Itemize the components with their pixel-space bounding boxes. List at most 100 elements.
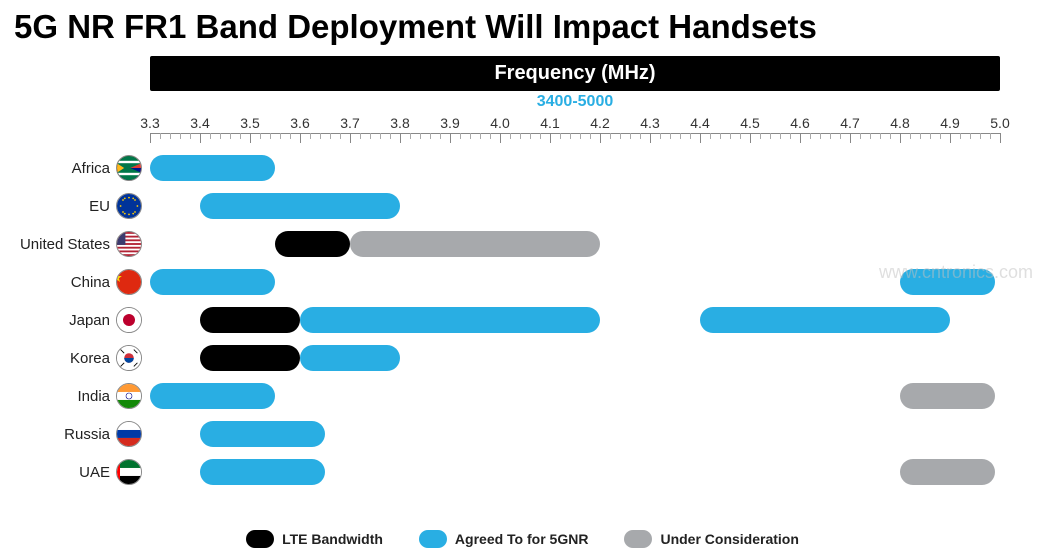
axis-title: Frequency (MHz)	[150, 56, 1000, 91]
tick-minor	[320, 133, 321, 139]
tick-major	[450, 133, 451, 143]
tick-minor	[240, 133, 241, 139]
tick-major	[650, 133, 651, 143]
legend-item: Under Consideration	[624, 530, 798, 548]
tick-major	[700, 133, 701, 143]
tick-minor	[490, 133, 491, 139]
tick-label: 3.5	[240, 115, 259, 131]
tick-minor	[830, 133, 831, 139]
tick-minor	[360, 133, 361, 139]
tick-minor	[840, 133, 841, 139]
tick-major	[500, 133, 501, 143]
tick-minor	[290, 133, 291, 139]
tick-label: 3.4	[190, 115, 209, 131]
tick-label: 3.6	[290, 115, 309, 131]
row-label: UAE	[0, 453, 142, 491]
tick-minor	[170, 133, 171, 139]
tick-minor	[310, 133, 311, 139]
row-label: Africa	[0, 149, 142, 187]
row-label: China	[0, 263, 142, 301]
tick-major	[950, 133, 951, 143]
row-label-text: China	[71, 274, 110, 291]
chart-row	[150, 225, 1000, 263]
chart-row	[150, 301, 1000, 339]
flag-icon	[116, 421, 142, 447]
row-label-text: Japan	[69, 312, 110, 329]
band-bar	[700, 307, 950, 333]
band-bar	[200, 459, 325, 485]
tick-major	[150, 133, 151, 143]
legend-label: LTE Bandwidth	[282, 531, 383, 547]
tick-minor	[220, 133, 221, 139]
tick-minor	[620, 133, 621, 139]
tick-major	[550, 133, 551, 143]
tick-minor	[230, 133, 231, 139]
tick-minor	[990, 133, 991, 139]
tick-major	[850, 133, 851, 143]
row-label-text: Russia	[64, 426, 110, 443]
tick-major	[400, 133, 401, 143]
tick-minor	[440, 133, 441, 139]
chart-row	[150, 453, 1000, 491]
tick-minor	[160, 133, 161, 139]
band-bar	[900, 459, 995, 485]
watermark: www.cntronics.com	[879, 262, 1033, 283]
tick-major	[750, 133, 751, 143]
tick-minor	[420, 133, 421, 139]
tick-minor	[580, 133, 581, 139]
band-bar	[150, 269, 275, 295]
flag-icon	[116, 383, 142, 409]
tick-minor	[720, 133, 721, 139]
tick-minor	[520, 133, 521, 139]
tick-minor	[960, 133, 961, 139]
axis-subrange: 3400-5000	[150, 93, 1000, 111]
tick-minor	[530, 133, 531, 139]
tick-minor	[380, 133, 381, 139]
row-label-text: EU	[89, 198, 110, 215]
tick-minor	[260, 133, 261, 139]
tick-minor	[890, 133, 891, 139]
chart-row	[150, 339, 1000, 377]
tick-label: 4.6	[790, 115, 809, 131]
tick-major	[600, 133, 601, 143]
band-bar	[150, 383, 275, 409]
tick-minor	[780, 133, 781, 139]
tick-minor	[180, 133, 181, 139]
tick-major	[200, 133, 201, 143]
tick-label: 4.5	[740, 115, 759, 131]
tick-major	[250, 133, 251, 143]
tick-label: 4.7	[840, 115, 859, 131]
legend-item: Agreed To for 5GNR	[419, 530, 589, 548]
tick-label: 3.8	[390, 115, 409, 131]
chart-area: Frequency (MHz) 3400-5000 3.33.43.53.63.…	[150, 56, 1000, 491]
row-label: Russia	[0, 415, 142, 453]
tick-minor	[370, 133, 371, 139]
tick-minor	[540, 133, 541, 139]
legend-item: LTE Bandwidth	[246, 530, 383, 548]
tick-minor	[690, 133, 691, 139]
tick-minor	[680, 133, 681, 139]
row-label: Korea	[0, 339, 142, 377]
tick-minor	[630, 133, 631, 139]
tick-label: 4.0	[490, 115, 509, 131]
legend-swatch	[419, 530, 447, 548]
band-bar	[350, 231, 600, 257]
tick-minor	[740, 133, 741, 139]
tick-minor	[730, 133, 731, 139]
chart-row	[150, 187, 1000, 225]
tick-minor	[880, 133, 881, 139]
tick-minor	[820, 133, 821, 139]
chart-row	[150, 377, 1000, 415]
tick-minor	[940, 133, 941, 139]
row-label: United States	[0, 225, 142, 263]
row-label: Japan	[0, 301, 142, 339]
tick-major	[300, 133, 301, 143]
tick-minor	[590, 133, 591, 139]
flag-icon	[116, 231, 142, 257]
flag-icon	[116, 155, 142, 181]
tick-minor	[810, 133, 811, 139]
tick-minor	[460, 133, 461, 139]
tick-minor	[430, 133, 431, 139]
chart-row	[150, 263, 1000, 301]
chart-row	[150, 149, 1000, 187]
